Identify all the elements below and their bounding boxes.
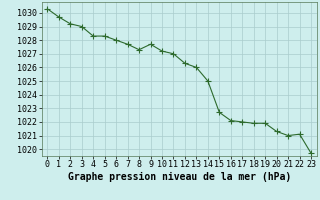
X-axis label: Graphe pression niveau de la mer (hPa): Graphe pression niveau de la mer (hPa)	[68, 172, 291, 182]
